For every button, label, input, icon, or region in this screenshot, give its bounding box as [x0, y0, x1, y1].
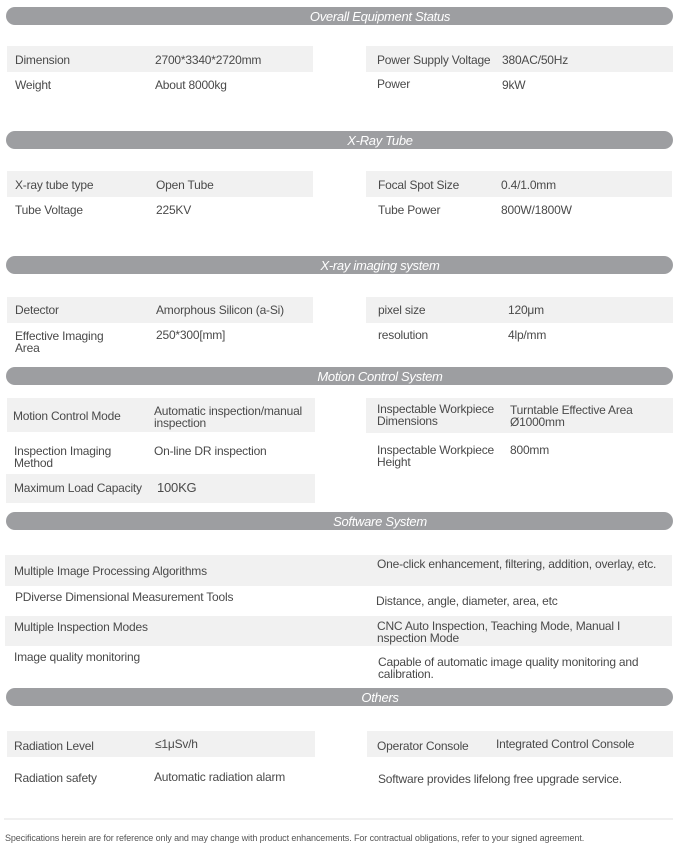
- software-label: Image quality monitoring: [14, 650, 140, 664]
- spec-label: Radiation Level: [14, 739, 94, 753]
- software-value: CNC Auto Inspection, Teaching Mode, Manu…: [377, 619, 621, 645]
- spec-value: 800mm: [510, 443, 550, 457]
- row-bg: [7, 46, 313, 72]
- spec-value: 380AC/50Hz: [502, 53, 569, 67]
- row-bg: [7, 297, 313, 323]
- spec-value: 800W/1800W: [501, 203, 572, 217]
- spec-label: resolution: [378, 328, 429, 342]
- row-bg: [7, 171, 313, 197]
- section-header-others: Others: [6, 688, 673, 706]
- software-label: Multiple Inspection Modes: [14, 620, 148, 634]
- spec-label: Operator Console: [377, 739, 469, 753]
- spec-value: 250*300[mm]: [156, 328, 226, 342]
- software-value: Distance, angle, diameter, area, etc: [376, 594, 558, 608]
- spec-value: 100KG: [157, 480, 197, 495]
- spec-value: 2700*3340*2720mm: [155, 53, 262, 67]
- spec-value: Automatic inspection/manual inspection: [154, 404, 303, 430]
- spec-value: On-line DR inspection: [154, 444, 267, 458]
- section-title: Software System: [333, 514, 427, 529]
- spec-value: 9kW: [502, 78, 526, 92]
- section-header-imaging: X-ray imaging system: [6, 256, 673, 274]
- section-header-software: Software System: [6, 512, 673, 530]
- row-bg: [7, 731, 315, 757]
- row-bg: [367, 731, 673, 757]
- spec-value: 0.4/1.0mm: [501, 178, 556, 192]
- spec-label: X-ray tube type: [15, 178, 94, 192]
- row-bg: [366, 398, 673, 433]
- row-bg: [6, 474, 315, 503]
- spec-label: Power Supply Voltage: [377, 53, 491, 67]
- section-header-overall: Overall Equipment Status: [6, 7, 673, 25]
- software-label: PDiverse Dimensional Measurement Tools: [15, 590, 234, 604]
- spec-value: Automatic radiation alarm: [154, 770, 286, 784]
- section-title: X-ray imaging system: [320, 258, 440, 273]
- spec-label: Inspectable Workpiece Height: [377, 443, 494, 469]
- spec-value: 4lp/mm: [508, 328, 547, 342]
- spec-label: pixel size: [378, 303, 426, 317]
- spec-label: Weight: [15, 78, 51, 92]
- section-title: Overall Equipment Status: [309, 9, 451, 24]
- row-bg: [5, 616, 672, 646]
- spec-value: ≤1μSv/h: [155, 737, 198, 751]
- divider: [4, 818, 673, 820]
- row-bg: [5, 555, 672, 586]
- section-title: Others: [361, 690, 399, 705]
- spec-value: Integrated Control Console: [496, 737, 635, 751]
- spec-value: About 8000kg: [155, 78, 227, 92]
- section-title: X-Ray Tube: [347, 133, 413, 148]
- section-header-motion: Motion Control System: [6, 367, 673, 385]
- spec-label: Detector: [15, 303, 59, 317]
- spec-label: Motion Control Mode: [13, 409, 121, 423]
- spec-label: Focal Spot Size: [378, 178, 460, 192]
- software-label: Multiple Image Processing Algorithms: [14, 564, 207, 578]
- footer-disclaimer: Specifications herein are for reference …: [5, 833, 585, 843]
- spec-label: Effective Imaging Area: [15, 329, 104, 355]
- spec-label: Radiation safety: [14, 771, 97, 785]
- row-bg: [7, 398, 315, 432]
- spec-value: Open Tube: [156, 178, 214, 192]
- spec-label: Dimension: [15, 53, 70, 67]
- row-bg: [366, 171, 672, 197]
- software-value: One-click enhancement, filtering, additi…: [377, 557, 657, 571]
- spec-value: Amorphous Silicon (a-Si): [156, 303, 284, 317]
- spec-value: 120μm: [508, 303, 544, 317]
- spec-value: 225KV: [156, 203, 192, 217]
- spec-label: Power: [377, 77, 411, 91]
- spec-value: Turntable Effective Area Ø1000mm: [510, 403, 633, 429]
- spec-label: Inspectable Workpiece Dimensions: [377, 402, 494, 428]
- spec-label: Tube Voltage: [15, 203, 83, 217]
- section-title: Motion Control System: [317, 369, 443, 384]
- section-header-xray-tube: X-Ray Tube: [6, 131, 673, 149]
- spec-label: Tube Power: [378, 203, 441, 217]
- spec-label: Inspection Imaging Method: [14, 444, 112, 470]
- row-bg: [366, 46, 673, 72]
- row-bg: [366, 297, 673, 323]
- software-value: Capable of automatic image quality monit…: [378, 655, 639, 681]
- upgrade-note: Software provides lifelong free upgrade …: [378, 772, 622, 786]
- spec-label: Maximum Load Capacity: [14, 481, 142, 495]
